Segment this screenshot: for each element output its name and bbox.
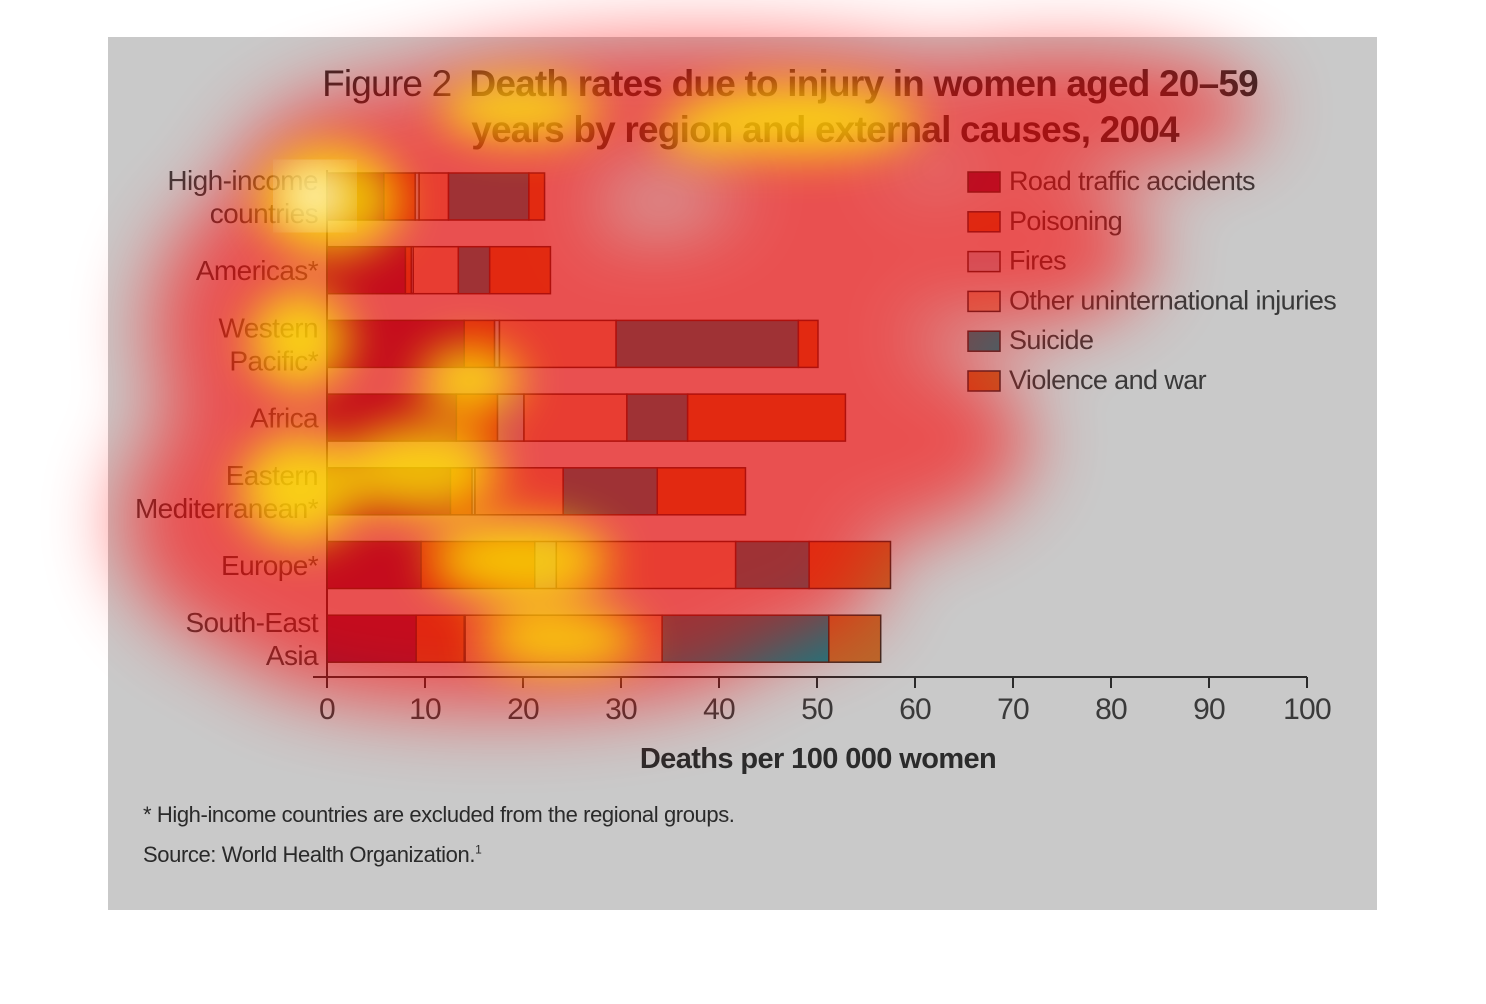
title-line-2: years by region and external causes, 200… — [471, 109, 1180, 150]
category-label: Asia — [266, 640, 319, 671]
bar-segment — [404, 245, 413, 295]
category-label: countries — [210, 198, 318, 229]
category-label: Americas* — [196, 255, 319, 286]
x-tick-label: 0 — [319, 693, 335, 726]
legend-label: Poisoning — [1009, 206, 1122, 236]
legend-swatch — [967, 171, 1001, 193]
bar-segment — [474, 467, 564, 516]
bars — [326, 172, 892, 663]
bar-segment — [562, 467, 659, 516]
legend: Road traffic accidents Poisoning Fires Othe… — [967, 166, 1337, 395]
x-tick-label: 90 — [1193, 693, 1225, 726]
category-label: Mediterranean* — [135, 493, 319, 524]
bar-segment — [808, 540, 892, 590]
bar-segment — [615, 319, 800, 369]
bar-segment — [383, 172, 416, 221]
category-label: High-income — [167, 165, 318, 196]
legend-swatch — [967, 370, 1001, 392]
bar-segment — [415, 614, 465, 663]
legend-label: Other uninternational injuries — [1009, 285, 1336, 315]
source-superscript: 1 — [475, 842, 482, 857]
bar-segment — [528, 172, 546, 221]
bar-segment — [418, 172, 450, 221]
legend-swatch — [967, 290, 1001, 313]
source-note: Source: World Health Organization.1 — [143, 842, 482, 868]
bar-segment — [326, 245, 407, 295]
bar-segment — [661, 614, 830, 663]
bar-segment — [496, 393, 525, 442]
bar-segment — [463, 319, 496, 369]
x-tick-label: 20 — [507, 693, 539, 726]
bar-segment — [464, 614, 663, 663]
bar-segment — [534, 540, 558, 590]
bar-segment — [326, 319, 465, 369]
x-tick-label: 50 — [801, 693, 833, 726]
figure-label: Figure 2 — [322, 63, 451, 104]
x-tick-label: 100 — [1283, 693, 1331, 726]
bar-segment — [734, 540, 810, 590]
bar-segment — [326, 614, 417, 663]
category-label: Pacific* — [229, 345, 318, 376]
bar-segment — [447, 172, 530, 221]
category-label: Europe* — [221, 550, 319, 581]
category-label: Western — [218, 312, 318, 343]
bar-segment — [626, 393, 689, 442]
legend-label: Fires — [1009, 246, 1066, 276]
bar-segment — [326, 393, 458, 442]
legend-label: Violence and war — [1009, 365, 1207, 395]
legend-swatch — [967, 211, 1001, 233]
x-tick-label: 30 — [605, 693, 637, 726]
bar-segment — [523, 393, 628, 442]
bar-segment — [828, 614, 882, 663]
legend-label: Suicide — [1009, 325, 1093, 355]
x-axis-label: Deaths per 100 000 women — [640, 743, 996, 775]
bar-segment — [326, 540, 422, 590]
x-tick-label: 40 — [703, 693, 735, 726]
bar-segment — [555, 540, 737, 590]
bar-segment — [455, 393, 499, 442]
legend-swatch — [967, 330, 1001, 352]
category-label: Eastern — [226, 460, 318, 491]
bar-segment — [498, 319, 617, 369]
x-tick-label: 80 — [1095, 693, 1127, 726]
title-line-1: Death rates due to injury in women aged … — [469, 63, 1258, 104]
legend-label: Road traffic accidents — [1009, 166, 1255, 196]
bar-segment — [412, 245, 460, 295]
bar-segment — [457, 245, 491, 295]
bar-segment — [686, 393, 847, 442]
bar-segment — [449, 467, 473, 516]
bar-segment — [656, 467, 747, 516]
source-text: Source: World Health Organization. — [143, 842, 476, 867]
x-tick-label: 60 — [899, 693, 931, 726]
bar-segment — [797, 319, 819, 369]
chart-title: Figure 2 Death rates due to injury in wom… — [322, 63, 1259, 150]
legend-swatch — [967, 250, 1001, 273]
bar-segment — [420, 540, 536, 590]
x-tick-label: 10 — [409, 693, 441, 726]
x-tick-label: 70 — [997, 693, 1029, 726]
footnote: * High-income countries are excluded fro… — [143, 802, 735, 827]
bar-segment — [488, 245, 552, 295]
bar-segment — [326, 467, 452, 516]
category-label: South-East — [185, 607, 318, 638]
category-label: Africa — [250, 403, 319, 434]
bar-segment — [326, 172, 385, 221]
